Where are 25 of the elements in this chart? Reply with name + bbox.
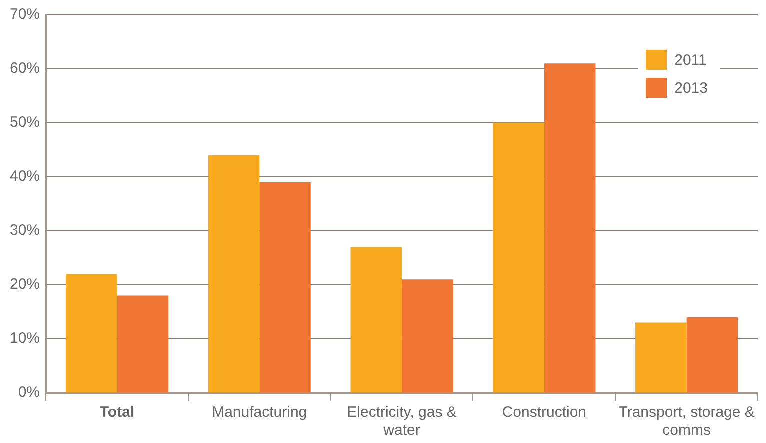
bar xyxy=(493,123,544,392)
y-tick-label: 0% xyxy=(18,384,40,402)
legend-label: 2011 xyxy=(674,52,707,68)
bar xyxy=(686,317,738,392)
x-tick-label: Transport, storage & comms xyxy=(618,404,755,440)
x-tick-label: Manufacturing xyxy=(212,404,308,422)
y-tick-label: 70% xyxy=(10,6,40,24)
bar xyxy=(208,155,260,392)
bar xyxy=(66,274,118,392)
x-tick-label: Total xyxy=(100,404,135,422)
legend-label: 2013 xyxy=(674,80,708,96)
bar xyxy=(402,280,454,392)
bar xyxy=(260,182,311,392)
y-tick-label: 50% xyxy=(10,114,40,132)
y-tick-label: 20% xyxy=(10,276,40,294)
bar xyxy=(636,322,687,392)
y-tick-label: 60% xyxy=(10,60,40,78)
y-tick-label: 30% xyxy=(10,222,40,240)
bar xyxy=(544,64,596,392)
x-tick-label: Construction xyxy=(502,404,587,422)
y-tick-label: 40% xyxy=(10,168,40,186)
bar xyxy=(117,296,168,392)
y-tick-label: 10% xyxy=(10,330,40,348)
x-tick-label: Electricity, gas & water xyxy=(347,404,457,440)
bar xyxy=(350,247,402,392)
